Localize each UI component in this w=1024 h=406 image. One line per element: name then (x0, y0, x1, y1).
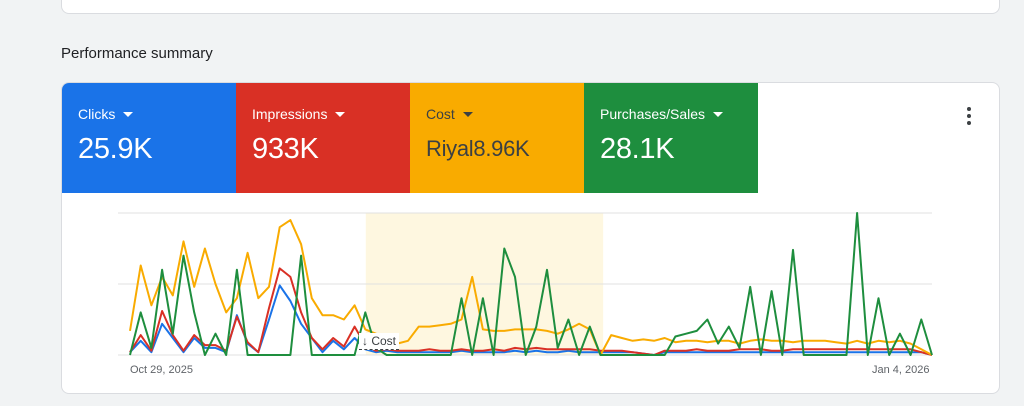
x-axis-end-label: Jan 4, 2026 (872, 364, 930, 376)
dropdown-arrow-icon (123, 111, 134, 117)
metric-label-text: Clicks (78, 106, 116, 122)
metric-tile-clicks[interactable]: Clicks 25.9K (62, 83, 236, 193)
more-dot (967, 114, 971, 118)
metric-value: 28.1K (600, 133, 675, 165)
metric-label: Cost (426, 106, 584, 122)
highlight-tag[interactable]: ↓ Cost (359, 333, 400, 350)
metric-tile-impressions[interactable]: Impressions 933K (236, 83, 410, 193)
metric-label: Clicks (78, 106, 236, 122)
metric-tiles: Clicks 25.9K Impressions 933K Cost Riyal… (62, 83, 758, 193)
dropdown-arrow-icon (713, 111, 724, 117)
metric-label-text: Cost (426, 106, 455, 122)
series-line-impressions (129, 267, 933, 356)
dropdown-arrow-icon (335, 111, 346, 117)
highlight-tag-label: Cost (371, 334, 397, 348)
x-axis-start-label: Oct 29, 2025 (130, 364, 193, 376)
performance-chart[interactable] (62, 83, 999, 393)
metric-label-text: Purchases/Sales (600, 106, 706, 122)
metric-tile-purchases[interactable]: Purchases/Sales 28.1K (584, 83, 758, 193)
more-dot (967, 107, 971, 111)
series-line-cost (129, 219, 933, 356)
metric-value: 933K (252, 133, 319, 165)
metric-label: Impressions (252, 106, 410, 122)
section-title: Performance summary (61, 45, 213, 62)
metric-label: Purchases/Sales (600, 106, 758, 122)
metric-tile-cost[interactable]: Cost Riyal8.96K (410, 83, 584, 193)
previous-card (61, 0, 1000, 14)
dropdown-arrow-icon (462, 111, 473, 117)
metric-label-text: Impressions (252, 106, 328, 122)
metric-value: Riyal8.96K (426, 136, 530, 161)
series-line-clicks (129, 284, 933, 356)
metric-value: 25.9K (78, 133, 153, 165)
more-vert-icon[interactable] (961, 107, 977, 125)
performance-summary-card: Clicks 25.9K Impressions 933K Cost Riyal… (61, 82, 1000, 394)
more-dot (967, 121, 971, 125)
series-line-purchases-sales (129, 212, 933, 356)
